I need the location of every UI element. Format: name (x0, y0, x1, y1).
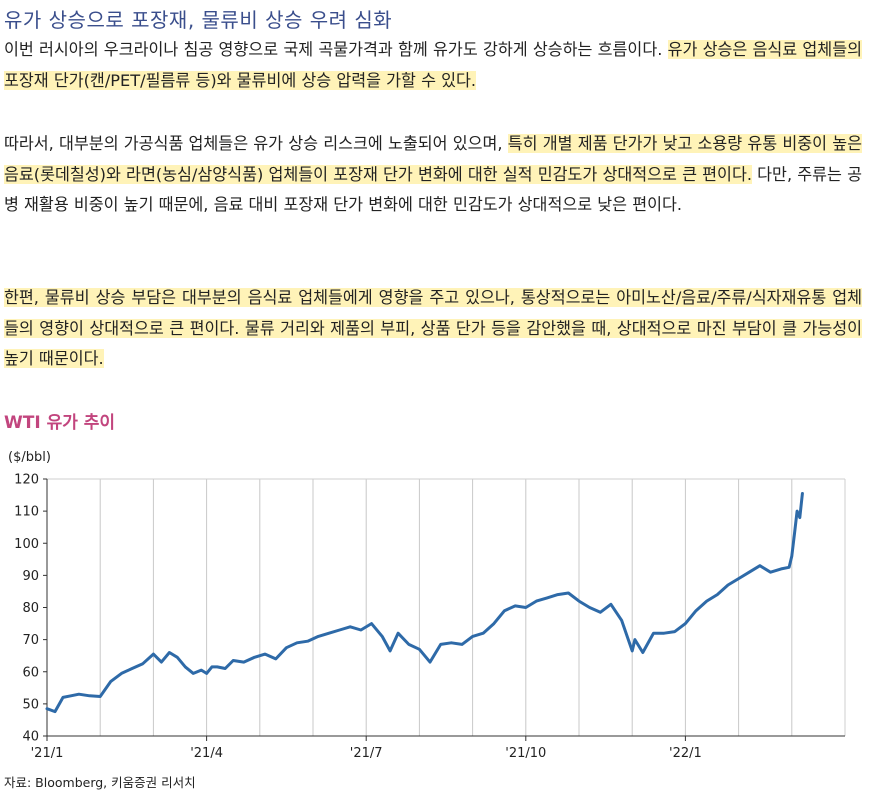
y-tick-label: 110 (14, 505, 39, 520)
y-tick-label: 40 (22, 730, 39, 745)
paragraph-2: 따라서, 대부분의 가공식품 업체들은 유가 상승 리스크에 노출되어 있으며,… (4, 129, 863, 221)
y-tick-label: 80 (22, 601, 39, 616)
source-note: 자료: Bloomberg, 키움증권 리서치 (4, 775, 196, 790)
y-tick-label: 50 (22, 697, 39, 712)
paragraph-text: 다만, 주류는 공병 재활용 비중이 높기 때문에, 음료 대비 포장재 단가 … (4, 164, 863, 215)
x-tick-label: '21/1 (31, 746, 64, 761)
section-title: 유가 상승으로 포장재, 물류비 상승 우려 심화 (4, 8, 393, 32)
x-tick-label: '22/1 (669, 746, 702, 761)
wti-line-chart: 40 50 60 70 80 90 100 110 120 '21/1 '21/4 '21/7 '21/… (14, 473, 846, 761)
x-tick-label: '21/4 (190, 746, 223, 761)
chart-title: WTI 유가 추이 (4, 413, 116, 433)
paragraph-3: 한편, 물류비 상승 부담은 대부분의 음식료 업체들에게 영향을 주고 있으나… (4, 283, 862, 375)
y-tick-label: 90 (22, 569, 39, 584)
paragraph-1: 이번 러시아의 우크라이나 침공 영향으로 국제 곡물가격과 함께 유가도 강하… (4, 35, 862, 96)
paragraph-text: 따라서, 대부분의 가공식품 업체들은 유가 상승 리스크에 노출되어 있으며, (4, 134, 508, 153)
y-tick-label: 100 (14, 537, 39, 552)
y-tick-label: 120 (14, 473, 39, 488)
x-tick-label: '21/10 (505, 746, 546, 761)
highlighted-text: 한편, 물류비 상승 부담은 대부분의 음식료 업체들에게 영향을 주고 있으나… (4, 288, 862, 368)
paragraph-text: 이번 러시아의 우크라이나 침공 영향으로 국제 곡물가격과 함께 유가도 강하… (4, 40, 668, 59)
y-axis-unit-label: ($/bbl) (8, 450, 51, 465)
y-tick-label: 70 (22, 633, 39, 648)
wti-price-line (45, 492, 804, 714)
x-tick-label: '21/7 (350, 746, 383, 761)
y-tick-label: 60 (22, 665, 39, 680)
